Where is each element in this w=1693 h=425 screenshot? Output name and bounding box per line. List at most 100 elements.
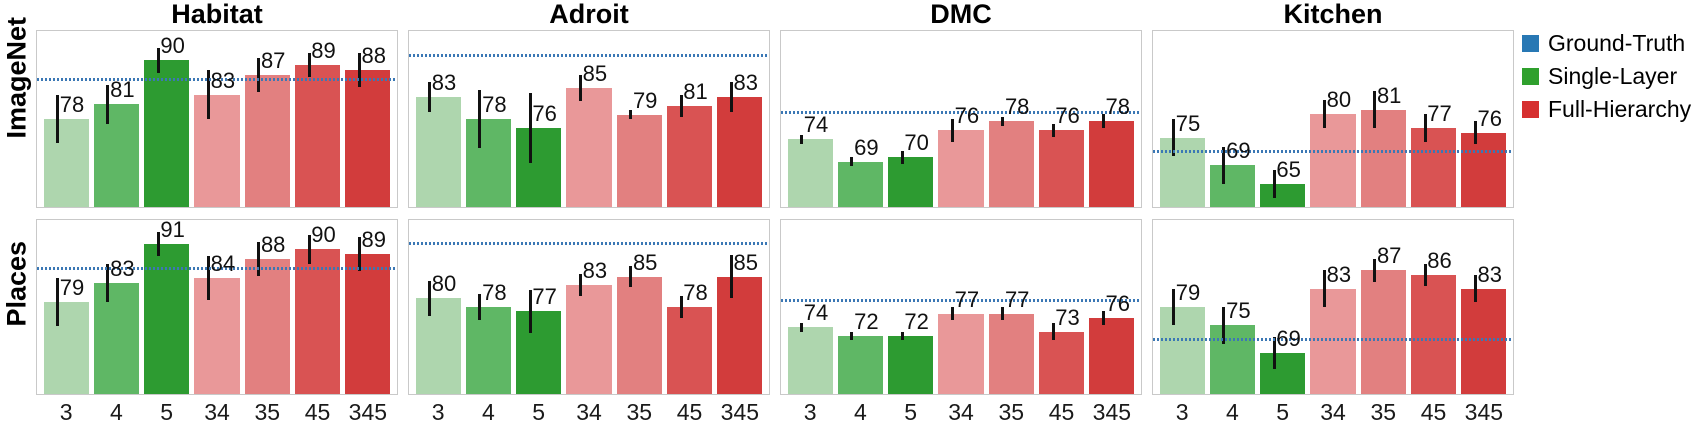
value-label: 74 [803,112,829,138]
ground-truth-line [781,298,1141,302]
bar-imagenet-dmc-4 [837,161,884,207]
column-title-adroit: Adroit [549,0,629,29]
error-bar [629,265,633,288]
bar-imagenet-dmc-345 [1089,121,1135,207]
error-bar [800,322,804,332]
value-label: 79 [59,275,85,301]
value-label: 88 [260,231,286,257]
value-label: 90 [160,33,185,59]
bar-imagenet-dmc-34 [938,130,984,207]
x-tick-label: 345 [720,399,760,425]
bar-imagenet-kitchen-3 [1159,137,1205,207]
bar-imagenet-dmc-3 [787,139,833,207]
error-bar [951,307,955,321]
error-bar [156,232,160,257]
error-bar [106,84,110,124]
x-tick-label: 5 [532,399,546,425]
x-tick-label: 5 [1276,399,1290,425]
error-bar [1473,121,1477,145]
value-label: 85 [582,61,608,87]
column-title-dmc: DMC [930,0,992,29]
bar-imagenet-adroit-4 [465,119,512,207]
bar-places-kitchen-4 [1209,325,1256,394]
bar-places-kitchen-35 [1360,270,1406,394]
value-label: 74 [803,300,829,326]
x-tick-label: 45 [1420,399,1447,425]
x-tick-label: 4 [110,399,123,425]
error-bar [729,254,733,299]
panel-places-habitat: 79 3 83 4 91 5 84 34 88 35 90 45 89 345 [36,217,398,425]
value-label: 78 [683,280,708,305]
x-tick-label: 34 [204,399,230,425]
value-label: 83 [582,258,608,284]
value-label: 78 [59,92,85,117]
panel-places-adroit: 80 3 78 4 77 5 83 34 85 35 78 45 85 345 [408,219,770,425]
x-tick-label: 3 [59,399,73,425]
panel-imagenet-adroit: 83 78 76 85 79 81 83 [408,30,770,208]
x-tick-label: 45 [676,399,703,425]
bar-imagenet-habitat-45 [294,65,341,207]
value-label: 76 [1105,291,1130,317]
error-bar [900,150,904,165]
error-bar [1323,270,1327,307]
value-label: 83 [1477,261,1502,287]
row-label-imagenet: ImageNet [1,16,32,139]
value-label: 70 [904,130,929,156]
bar-places-kitchen-45 [1410,274,1457,394]
value-label: 76 [532,100,557,126]
ground-truth-line [409,53,769,57]
error-bar [357,236,361,271]
column-title-habitat: Habitat [171,0,263,29]
error-bar [1101,114,1105,129]
error-bar [478,293,482,321]
error-bar [1323,100,1327,129]
bar-places-habitat-3 [43,302,89,394]
value-label: 69 [854,134,879,160]
value-label: 65 [1276,156,1301,182]
error-bar [1222,307,1226,344]
panel-places-dmc: 74 3 72 4 72 5 77 34 77 35 73 45 76 345 [780,219,1142,425]
ground-truth-line [37,78,397,82]
error-bar [679,296,683,318]
x-tick-label: 5 [904,399,918,425]
x-tick-label: 4 [482,399,495,425]
bar-places-habitat-45 [294,249,341,394]
error-bar [207,70,211,119]
bar-imagenet-adroit-3 [415,97,461,207]
row-label-places: Places [1,240,32,327]
legend-item-single-layer: Single-Layer [1522,63,1691,89]
error-bar [629,110,633,119]
bar-imagenet-habitat-5 [144,60,190,207]
value-label: 91 [160,217,185,243]
x-tick-label: 4 [1226,399,1239,425]
value-label: 78 [1004,94,1030,120]
bar-places-kitchen-34 [1310,288,1356,394]
value-label: 78 [482,92,507,117]
value-label: 85 [632,249,658,275]
red-square-icon [1522,100,1539,118]
panel-places-kitchen: 79 3 75 4 69 5 83 34 87 35 86 45 83 345 [1152,219,1514,425]
value-label: 85 [733,249,758,275]
bar-imagenet-kitchen-4 [1209,165,1256,207]
error-bar [207,256,211,300]
bar-places-dmc-34 [938,313,984,394]
bar-places-dmc-35 [988,313,1034,394]
value-label: 77 [1004,286,1030,312]
value-label: 79 [632,87,658,113]
value-label: 77 [954,286,980,312]
bar-places-adroit-345 [717,276,763,394]
bar-places-dmc-5 [888,336,934,394]
bar-places-habitat-345 [345,253,391,394]
bar-imagenet-kitchen-34 [1310,114,1356,207]
error-bar [579,274,583,297]
legend: Ground-Truth Single-Layer Full-Hierarchy [1522,30,1691,129]
value-label: 69 [1226,138,1251,164]
bar-places-adroit-34 [566,285,612,394]
bar-imagenet-kitchen-5 [1260,183,1306,207]
ground-truth-line [781,110,1141,114]
legend-item-full-hierarchy: Full-Hierarchy [1522,96,1691,122]
bar-imagenet-dmc-35 [988,121,1034,207]
bar-places-adroit-4 [465,307,512,394]
x-tick-label: 45 [1048,399,1075,425]
